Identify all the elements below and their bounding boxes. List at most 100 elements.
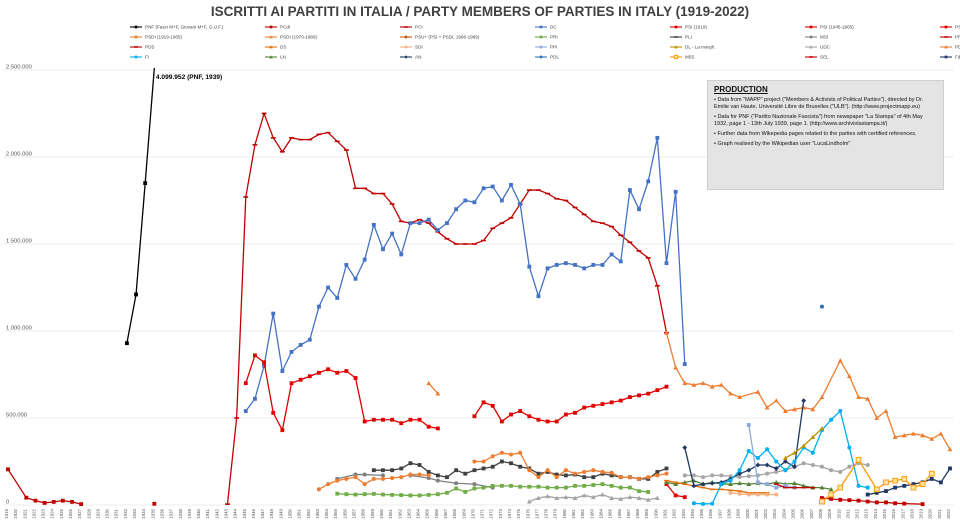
data-point (902, 501, 907, 506)
data-point (600, 262, 605, 267)
data-point (627, 485, 632, 490)
x-tick-label: 1921 (22, 508, 27, 518)
x-tick-label: 1978 (544, 508, 549, 518)
data-point (837, 358, 843, 363)
data-point (408, 417, 413, 422)
data-point (572, 471, 578, 476)
data-point (682, 495, 687, 500)
data-point (79, 502, 84, 507)
x-tick-label: 1970 (470, 508, 475, 518)
x-tick-label: 2009 (827, 508, 832, 518)
legend-label: PSDI (1919-1965) (145, 35, 182, 40)
data-point (298, 138, 304, 141)
production-item: • Further data from Wikepedia pages rela… (714, 131, 917, 137)
series-line (821, 497, 923, 505)
data-point (539, 55, 543, 59)
data-point (847, 498, 852, 503)
data-point (948, 466, 952, 471)
data-point (746, 481, 752, 487)
legend-item: FdI (940, 55, 960, 60)
data-point (445, 221, 449, 226)
x-tick-label: 1920 (13, 508, 18, 518)
data-point (269, 35, 273, 39)
data-point (335, 370, 340, 375)
data-point (490, 403, 495, 408)
data-point (526, 189, 532, 191)
data-point (609, 400, 614, 405)
series-line (245, 137, 686, 412)
data-point (718, 382, 724, 387)
series (664, 330, 953, 452)
series (225, 111, 669, 505)
data-point (344, 492, 349, 497)
series-line (410, 474, 493, 489)
data-point (856, 483, 861, 488)
data-point (335, 478, 340, 483)
x-tick-label: 1947 (260, 508, 265, 518)
data-point (307, 138, 313, 141)
series (820, 496, 925, 507)
data-point (737, 490, 743, 492)
x-tick-label: 1934 (141, 508, 146, 518)
data-point (773, 398, 779, 403)
data-point (316, 133, 322, 136)
data-point (481, 400, 486, 405)
series-line (665, 332, 951, 450)
data-point (856, 394, 861, 400)
data-point (280, 428, 285, 433)
data-point (920, 433, 925, 438)
data-point (928, 470, 935, 477)
data-point (134, 292, 138, 297)
data-point (253, 396, 257, 401)
data-point (801, 398, 807, 403)
data-point (700, 380, 706, 386)
x-tick-label: 1959 (370, 508, 375, 518)
data-point (810, 486, 816, 489)
data-point (371, 476, 376, 481)
data-point (609, 473, 614, 478)
data-point (865, 499, 870, 504)
data-point (874, 415, 880, 420)
data-point (591, 468, 596, 473)
data-point (755, 455, 760, 461)
data-point (445, 475, 449, 480)
data-point (326, 482, 331, 487)
data-point (508, 452, 514, 457)
data-point (828, 486, 834, 492)
x-tick-label: 1993 (681, 508, 686, 518)
x-tick-label: 1954 (324, 508, 329, 518)
x-tick-label: 2020 (928, 508, 933, 518)
data-point (901, 433, 907, 438)
data-point (499, 483, 504, 488)
data-point (701, 501, 706, 506)
data-point (773, 479, 779, 485)
data-point (792, 480, 797, 486)
x-tick-label: 1949 (278, 508, 283, 518)
data-point (390, 417, 395, 422)
data-point (829, 417, 834, 422)
legend: PNF (Fasci M+F, Giovani M+F, G.U.F.) PCdI… (130, 25, 960, 60)
series (426, 380, 441, 396)
data-point (674, 25, 678, 29)
series (682, 398, 807, 489)
series (124, 67, 155, 346)
data-point (774, 485, 779, 490)
data-point (838, 409, 843, 414)
x-tick-label: 1950 (288, 508, 293, 518)
data-point (472, 482, 477, 487)
data-point (545, 192, 550, 195)
x-tick-label: 1955 (333, 508, 338, 518)
series (526, 492, 660, 504)
data-point (554, 197, 560, 200)
x-tick-label: 1983 (589, 508, 594, 518)
data-point (873, 486, 880, 493)
data-point (618, 398, 623, 403)
data-point (874, 500, 879, 505)
data-point (307, 374, 312, 379)
series-line (473, 386, 667, 423)
data-point (344, 476, 349, 481)
x-tick-label: 1926 (68, 508, 73, 518)
data-point (390, 468, 395, 473)
series-line (821, 458, 933, 503)
